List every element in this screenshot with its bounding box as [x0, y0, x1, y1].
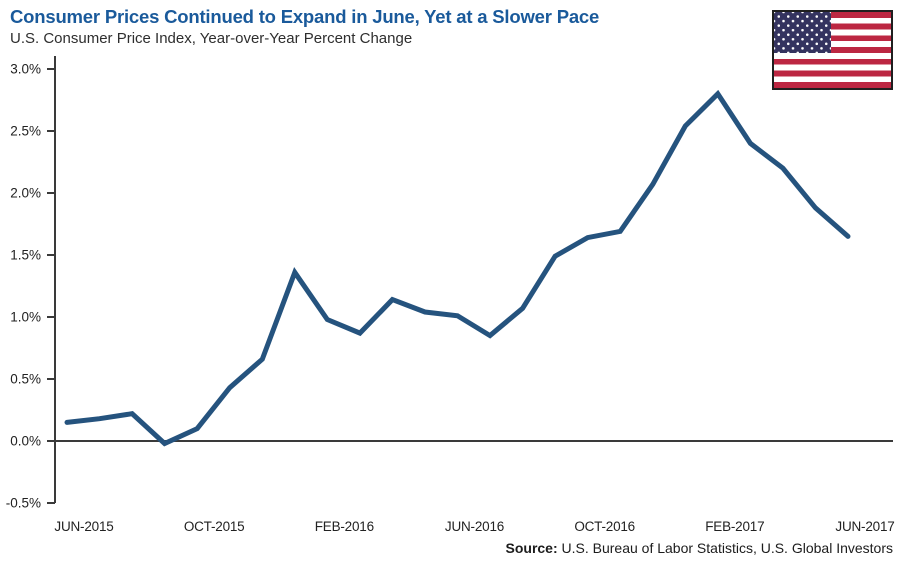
x-axis-tick-label: OCT-2015 [184, 519, 245, 534]
chart-title: Consumer Prices Continued to Expand in J… [10, 6, 600, 27]
x-axis-tick-label: JUN-2015 [54, 519, 113, 534]
y-axis-tick-label: 3.0% [10, 62, 41, 77]
x-axis-tick-label: FEB-2017 [705, 519, 764, 534]
y-axis-tick-label: 2.0% [10, 186, 41, 201]
y-axis-tick-label: 1.0% [10, 310, 41, 325]
source-text: U.S. Bureau of Labor Statistics, U.S. Gl… [561, 540, 893, 556]
y-axis-tick-label: 2.5% [10, 124, 41, 139]
x-axis-tick-label: JUN-2016 [445, 519, 504, 534]
us-flag-canton-stars [774, 12, 831, 53]
y-axis-tick-label: 0.5% [10, 372, 41, 387]
x-axis-tick-label: JUN-2017 [835, 519, 894, 534]
y-axis-tick-label: 1.5% [10, 248, 41, 263]
chart-subtitle: U.S. Consumer Price Index, Year-over-Yea… [10, 30, 413, 47]
source-label: Source: [505, 540, 558, 556]
us-flag-image [772, 10, 893, 90]
cpi-data-line [64, 89, 851, 447]
x-axis-tick-label: FEB-2016 [315, 519, 374, 534]
y-axis-tick-label: -0.5% [6, 496, 41, 511]
y-axis-tick-label: 0.0% [10, 434, 41, 449]
source-note: Source: U.S. Bureau of Labor Statistics,… [506, 540, 894, 556]
x-axis-tick-label: OCT-2016 [574, 519, 635, 534]
